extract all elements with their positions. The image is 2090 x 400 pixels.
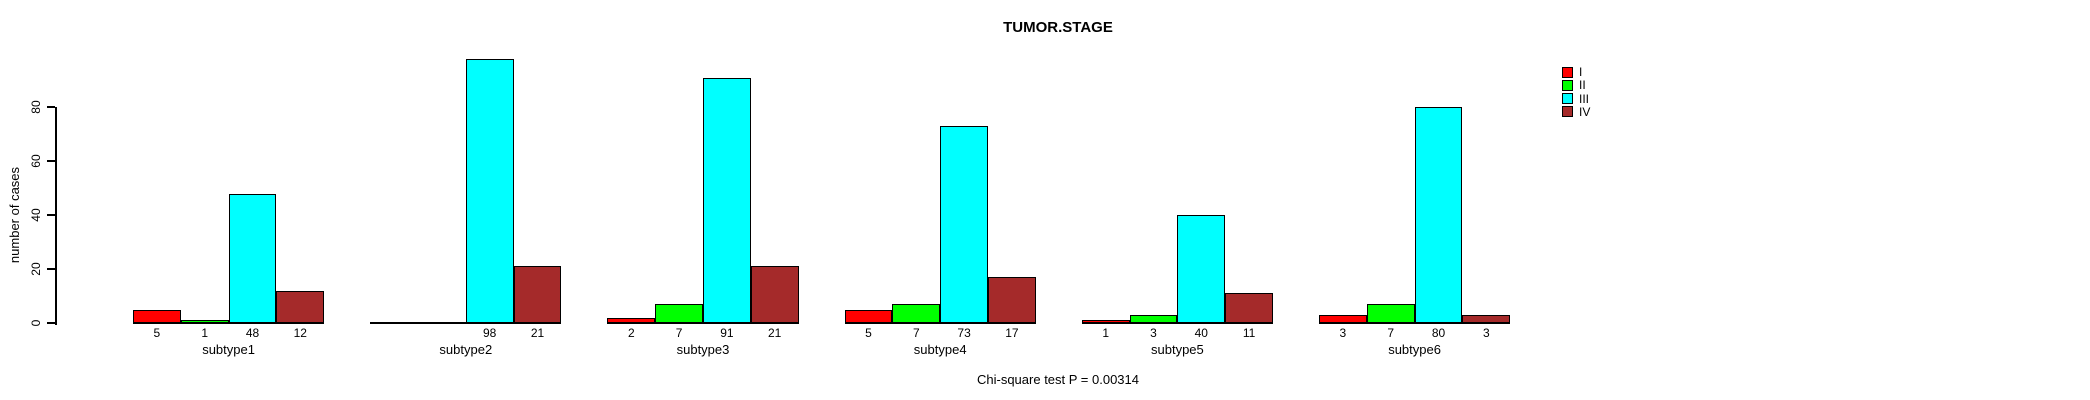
legend-swatch-II [1562, 79, 1573, 91]
bar-subtype2-IV [513, 266, 562, 323]
y-axis-tick-label: 80 [29, 100, 43, 115]
chi-square-caption: Chi-square test P = 0.00314 [976, 372, 1140, 387]
bar-subtype4-I [844, 309, 893, 323]
legend-label-III: III [1579, 91, 1590, 106]
bar-value-label: 11 [1242, 326, 1256, 340]
y-axis-tick [47, 160, 55, 163]
bar-subtype5-IV [1225, 293, 1273, 323]
legend-label-I: I [1579, 65, 1583, 79]
y-axis-tick [47, 106, 55, 109]
bar-subtype4-IV [988, 277, 1036, 323]
bar-subtype3-II [655, 304, 703, 323]
category-label-subtype6: subtype6 [1388, 342, 1441, 357]
bar-value-label: 40 [1194, 326, 1208, 340]
y-axis-tick-label: 40 [29, 208, 43, 222]
bar-value-label: 21 [530, 326, 545, 340]
bar-value-label: 2 [627, 326, 635, 340]
legend-swatch-III [1562, 93, 1573, 105]
bar-value-label: 73 [957, 326, 971, 340]
bar-value-label: 5 [153, 326, 161, 340]
bar-value-label: 91 [720, 326, 734, 340]
bar-subtype1-III [228, 193, 277, 323]
y-axis-tick-label: 0 [29, 319, 43, 327]
bar-value-label: 3 [1150, 326, 1157, 340]
legend-label-IV: IV [1579, 104, 1591, 119]
group-baseline [1319, 322, 1511, 324]
y-axis-line [55, 107, 57, 325]
chart-title: TUMOR.STAGE [1003, 19, 1113, 36]
bar-value-label: 7 [1387, 326, 1395, 340]
bar-subtype1-I [133, 309, 181, 323]
bar-value-label: 48 [245, 326, 260, 340]
group-baseline [133, 322, 325, 324]
bar-value-label: 80 [1431, 326, 1446, 340]
legend-swatch-I [1562, 66, 1573, 78]
y-axis-tick [47, 322, 55, 324]
bar-value-label: 7 [675, 326, 683, 340]
y-axis-tick [47, 268, 55, 271]
group-baseline [1081, 322, 1273, 324]
bar-value-label: 1 [1102, 326, 1110, 340]
bar-subtype4-III [940, 126, 988, 323]
bar-value-label: 98 [483, 326, 497, 340]
bar-subtype5-III [1177, 215, 1226, 323]
bar-value-label: 17 [1005, 326, 1019, 340]
legend-label-II: II [1579, 78, 1586, 93]
category-label-subtype2: subtype2 [439, 342, 493, 357]
bar-value-label: 12 [293, 326, 307, 340]
bar-value-label: 21 [768, 326, 782, 340]
bar-value-label: 3 [1482, 326, 1490, 340]
category-label-subtype5: subtype5 [1151, 342, 1204, 357]
category-label-subtype4: subtype4 [913, 342, 967, 357]
bar-value-label: 5 [865, 326, 872, 340]
legend-swatch-IV [1562, 106, 1573, 118]
bar-value-label: 1 [201, 326, 209, 340]
bar-subtype3-III [703, 77, 751, 323]
group-baseline [607, 322, 799, 324]
group-baseline [844, 322, 1036, 324]
bar-value-label: 7 [912, 326, 920, 340]
bar-subtype1-IV [276, 290, 325, 323]
bar-subtype2-III [465, 58, 514, 323]
y-axis-tick-label: 20 [29, 262, 43, 276]
bar-subtype3-IV [750, 266, 799, 323]
bar-subtype6-II [1366, 304, 1415, 323]
bar-value-label: 3 [1339, 326, 1347, 340]
category-label-subtype1: subtype1 [202, 342, 255, 357]
category-label-subtype3: subtype3 [676, 342, 730, 357]
bar-subtype6-III [1414, 107, 1463, 323]
bar-subtype4-II [892, 304, 941, 323]
y-axis-tick [47, 214, 55, 217]
group-baseline [370, 322, 562, 324]
y-axis-tick-label: 60 [29, 154, 43, 169]
